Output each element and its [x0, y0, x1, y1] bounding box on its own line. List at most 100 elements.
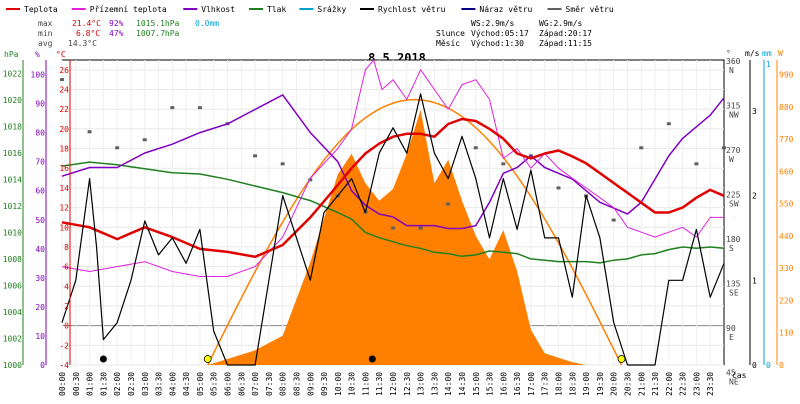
x-tick-18: 09:00	[306, 372, 315, 396]
solar-tick-4: 440	[779, 232, 794, 241]
temperature-axis-tick-9: 14	[59, 184, 69, 193]
direction-sym-4: S	[729, 244, 734, 253]
humidity-axis-tick-5: 50	[35, 216, 45, 225]
humidity-axis-tick-2: 20	[35, 303, 45, 312]
temperature-axis-tick-4: 4	[64, 282, 69, 291]
x-tick-21: 10:30	[348, 372, 357, 396]
stat-avg-label: avg	[38, 39, 53, 48]
series-wind	[61, 93, 725, 366]
x-tick-11: 05:30	[210, 372, 219, 396]
stat-sunrise: Východ:05:17	[471, 29, 529, 38]
stat-max-hum: 92%	[109, 19, 124, 28]
moonset-marker	[368, 355, 376, 363]
humidity-axis-tick-1: 10	[35, 332, 45, 341]
pressure-axis-tick-3: 1006	[3, 281, 22, 290]
x-tick-45: 22:30	[679, 372, 688, 396]
stat-rain: 0.0mm	[195, 19, 219, 28]
solar-tick-5: 550	[779, 200, 794, 209]
x-tick-10: 05:00	[196, 372, 205, 396]
direction-tick-5: 135	[726, 280, 741, 289]
x-tick-0: 00:00	[58, 372, 67, 396]
x-tick-36: 18:00	[555, 372, 564, 396]
stat-min-hum: 47%	[109, 29, 124, 38]
series-humidity	[61, 94, 725, 230]
sunrise-marker	[203, 355, 212, 363]
dir-point-8	[280, 162, 285, 166]
pressure-axis-tick-7: 1014	[3, 175, 22, 184]
pressure-axis-tick-6: 1012	[3, 202, 22, 211]
solar-axis-unit: W	[778, 49, 783, 58]
solar-tick-6: 660	[779, 167, 794, 176]
legend: Teplota Přízemní teplota Vlhkost Tlak Srážky…	[6, 5, 614, 14]
direction-tick-1: 315	[726, 102, 741, 111]
stat-moonrise: Východ:1:30	[471, 39, 524, 48]
x-tick-27: 13:30	[430, 372, 439, 396]
series-solar-area	[208, 109, 587, 366]
x-tick-46: 23:00	[692, 372, 701, 396]
dir-point-7	[253, 154, 258, 158]
temperature-axis-tick-11: 18	[59, 145, 69, 154]
temperature-axis-tick-14: 24	[59, 86, 69, 95]
x-tick-30: 15:00	[472, 372, 481, 396]
direction-axis-unit: °	[726, 49, 731, 58]
wind-axis-unit: m/s	[745, 49, 760, 58]
direction-sym-6: E	[729, 333, 734, 342]
dir-point-22	[666, 122, 671, 126]
direction-sym-5: SE	[729, 289, 739, 298]
direction-tick-2: 270	[726, 146, 741, 155]
humidity-axis-tick-9: 90	[35, 100, 45, 109]
series-temperature	[61, 117, 725, 259]
pressure-axis-tick-4: 1008	[3, 255, 22, 264]
humidity-axis-tick-4: 40	[35, 245, 45, 254]
temperature-axis-tick-0: -4	[59, 361, 69, 370]
x-tick-43: 21:30	[651, 372, 660, 396]
temperature-axis-tick-10: 16	[59, 164, 69, 173]
dir-point-15	[473, 146, 478, 150]
pressure-axis-tick-5: 1010	[3, 228, 22, 237]
dir-point-16	[501, 162, 506, 166]
series-pressure	[61, 161, 725, 264]
stat-sun-label: Slunce	[436, 29, 465, 38]
dir-point-0	[60, 78, 64, 82]
x-tick-29: 14:30	[458, 372, 467, 396]
dir-point-3	[142, 138, 147, 142]
stat-moonset: Západ:11:15	[539, 39, 592, 48]
dir-point-5	[197, 106, 202, 110]
x-tick-32: 16:00	[499, 372, 508, 396]
dir-point-1	[87, 130, 92, 134]
pressure-axis-tick-1: 1002	[3, 334, 22, 343]
solar-tick-2: 220	[779, 296, 794, 305]
direction-tick-0: 360	[726, 57, 741, 66]
legend-label-6: Náraz větru	[479, 5, 532, 14]
x-tick-40: 20:00	[610, 372, 619, 396]
humidity-axis-tick-0: 0	[40, 361, 45, 370]
x-tick-31: 15:30	[486, 372, 495, 396]
humidity-axis-tick-7: 70	[35, 158, 45, 167]
x-tick-37: 18:30	[568, 372, 577, 396]
temperature-axis-tick-3: 2	[64, 302, 69, 311]
dir-point-9	[308, 178, 313, 182]
dir-point-21	[639, 146, 644, 150]
legend-label-7: Směr větru	[566, 5, 614, 14]
humidity-axis-unit: %	[35, 50, 40, 59]
direction-sym-1: NW	[729, 111, 739, 120]
stat-sunset: Západ:20:17	[539, 29, 592, 38]
x-tick-12: 06:00	[224, 372, 233, 396]
x-tick-35: 17:30	[541, 372, 550, 396]
pressure-axis-tick-0: 1000	[3, 361, 22, 370]
temperature-axis-tick-15: 26	[59, 66, 69, 75]
temperature-axis-tick-8: 12	[59, 204, 69, 213]
x-tick-23: 11:30	[375, 372, 384, 396]
direction-sym-7: NE	[729, 378, 739, 387]
x-tick-19: 09:30	[320, 372, 329, 396]
legend-label-1: Přízemní teplota	[90, 5, 167, 14]
solar-tick-9: 990	[779, 71, 794, 80]
solar-tick-8: 880	[779, 103, 794, 112]
rain-axis-unit: mm	[762, 49, 772, 58]
x-tick-39: 19:30	[596, 372, 605, 396]
pressure-axis-tick-11: 1022	[3, 69, 22, 78]
dir-point-23	[694, 162, 699, 166]
x-tick-22: 11:00	[361, 372, 370, 396]
rain-tick-1: 1	[766, 60, 771, 69]
